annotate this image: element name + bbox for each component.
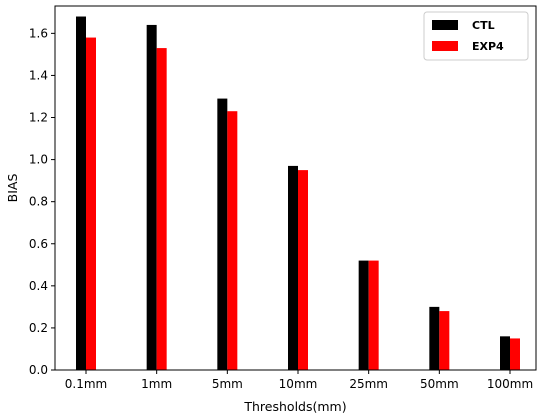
y-axis-label: BIAS — [5, 174, 20, 203]
bar-ctl-100mm — [500, 336, 510, 370]
legend-label-exp4: EXP4 — [472, 40, 504, 53]
x-tick-label: 100mm — [487, 377, 533, 391]
x-tick-label: 0.1mm — [65, 377, 107, 391]
legend: CTL EXP4 — [423, 11, 529, 61]
bar-exp4-100mm — [510, 338, 520, 370]
y-tick-label: 1.6 — [29, 26, 48, 40]
y-tick-label: 0.8 — [29, 195, 48, 209]
x-tick-label: 50mm — [420, 377, 459, 391]
bar-exp4-1mm — [156, 48, 167, 370]
y-tick-label: 0.4 — [29, 279, 48, 293]
bar-exp4-0.1mm — [86, 37, 96, 370]
bar-exp4-50mm — [439, 311, 450, 370]
legend-label-ctl: CTL — [472, 19, 495, 32]
bar-exp4-5mm — [227, 111, 238, 371]
bar-exp4-10mm — [298, 170, 308, 370]
legend-swatch-ctl — [432, 20, 458, 30]
y-tick-label: 1.4 — [29, 68, 48, 82]
x-tick-label: 25mm — [349, 377, 388, 391]
bars-group — [76, 16, 520, 371]
y-tick-label: 0.2 — [29, 321, 48, 335]
x-tick-label: 5mm — [212, 377, 243, 391]
plot-frame — [54, 5, 537, 371]
bar-ctl-5mm — [217, 98, 228, 370]
bar-ctl-50mm — [429, 306, 440, 370]
bar-exp4-25mm — [368, 260, 379, 370]
y-tick-label: 1.0 — [29, 153, 48, 167]
x-tick-label: 1mm — [141, 377, 172, 391]
x-axis-ticks: 0.1mm 1mm 5mm 10mm 25mm 50mm 100mm — [65, 370, 533, 391]
bar-ctl-10mm — [288, 165, 298, 370]
y-tick-label: 0.6 — [29, 237, 48, 251]
y-tick-label: 1.2 — [29, 111, 48, 125]
x-axis-label: Thresholds(mm) — [243, 399, 346, 414]
y-tick-label: 0.0 — [29, 363, 48, 377]
bar-ctl-0.1mm — [76, 16, 86, 370]
legend-swatch-exp4 — [432, 41, 458, 51]
x-tick-label: 10mm — [279, 377, 318, 391]
bar-ctl-1mm — [146, 24, 157, 371]
y-axis-ticks: 0.0 0.2 0.4 0.6 0.8 1.0 1.2 1.4 1.6 — [29, 26, 55, 377]
bar-ctl-25mm — [358, 260, 369, 370]
